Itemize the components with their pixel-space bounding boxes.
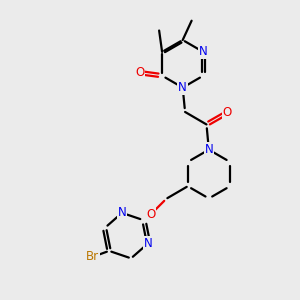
- Text: N: N: [144, 236, 153, 250]
- Text: O: O: [223, 106, 232, 119]
- Text: N: N: [118, 206, 126, 219]
- Text: N: N: [199, 45, 208, 58]
- Text: N: N: [205, 143, 213, 156]
- Text: O: O: [135, 66, 144, 79]
- Text: O: O: [146, 208, 155, 221]
- Text: Br: Br: [86, 250, 99, 263]
- Text: N: N: [178, 81, 187, 94]
